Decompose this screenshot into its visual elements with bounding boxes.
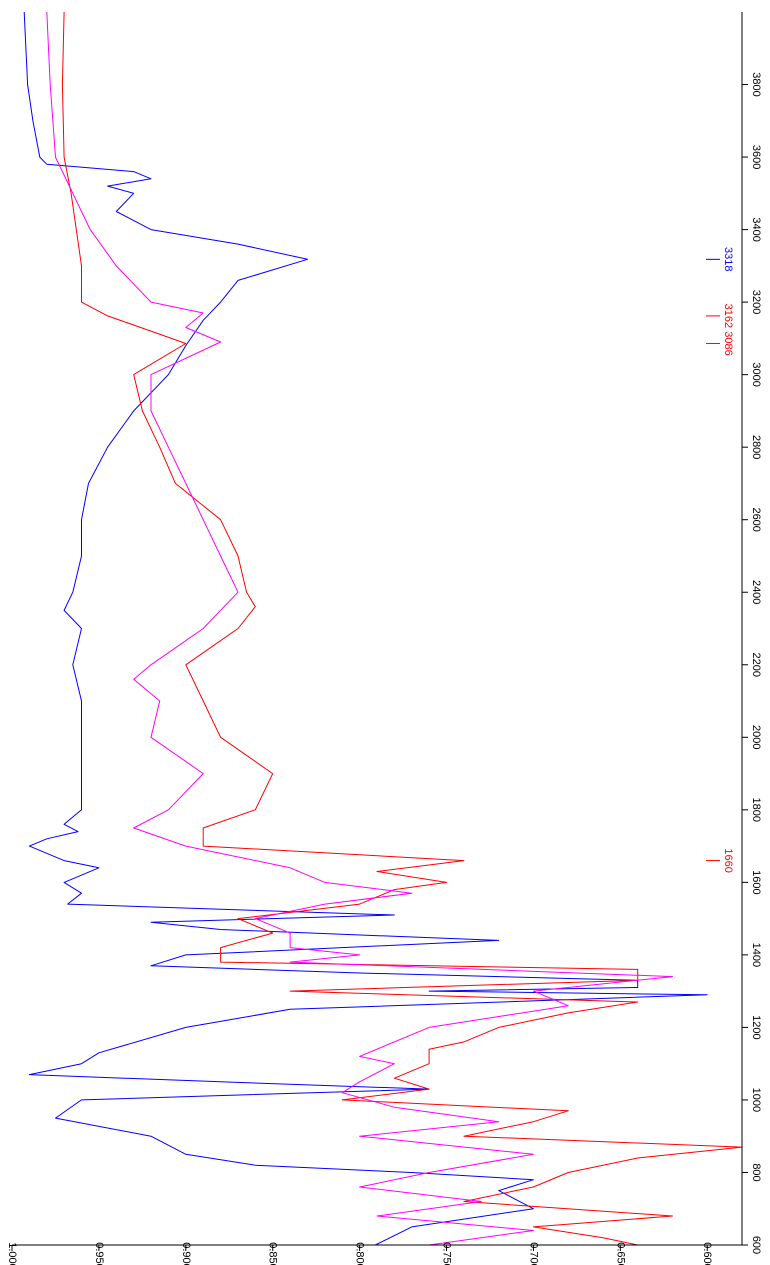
x-tick-label: 2800 [750,435,762,459]
peak-annotations: 1660 3086 3162 3318 [706,247,734,873]
y-tick-label: 1.000 [6,1242,18,1265]
peak-label: 1660 [722,848,734,872]
series-layer [23,11,743,1246]
x-tick-label: 1200 [750,1015,762,1039]
x-tick-label: 3800 [750,72,762,96]
x-tick-label: 1600 [750,870,762,894]
peak-label: 3086 [722,331,734,355]
x-tick-label: 2600 [750,507,762,531]
x-axis-ticks: 600 800 1000 1200 1400 1600 1800 2000 2200 2400 26… [742,72,762,1254]
y-tick-label: 0.650 [614,1242,626,1265]
x-tick-label: 600 [750,1236,762,1254]
x-tick-label: 1400 [750,943,762,967]
x-tick-label: 800 [750,1163,762,1181]
y-tick-label: 0.900 [180,1242,192,1265]
y-tick-label: 0.800 [354,1242,366,1265]
series-line-3 [46,11,673,1246]
x-tick-label: 2000 [750,725,762,749]
series-line-2 [61,11,743,1246]
x-tick-label: 2400 [750,580,762,604]
x-tick-label: 2200 [750,653,762,677]
y-tick-label: 0.600 [701,1242,713,1265]
series-line-1 [23,11,708,1246]
y-tick-label: 0.950 [93,1242,105,1265]
x-tick-label: 3600 [750,145,762,169]
peak-label: 3162 [722,304,734,328]
y-tick-label: 0.700 [527,1242,539,1265]
y-tick-label: 0.750 [441,1242,453,1265]
peak-label: 3318 [722,247,734,271]
x-tick-label: 3200 [750,290,762,314]
x-tick-label: 3400 [750,217,762,241]
x-tick-label: 3000 [750,362,762,386]
y-tick-label: 0.850 [267,1242,279,1265]
y-axis-ticks: 1.000 0.950 0.900 0.850 0.800 0.750 0.700 0.650… [6,1242,713,1265]
x-tick-label: 1800 [750,798,762,822]
x-tick-label: 1000 [750,1088,762,1112]
